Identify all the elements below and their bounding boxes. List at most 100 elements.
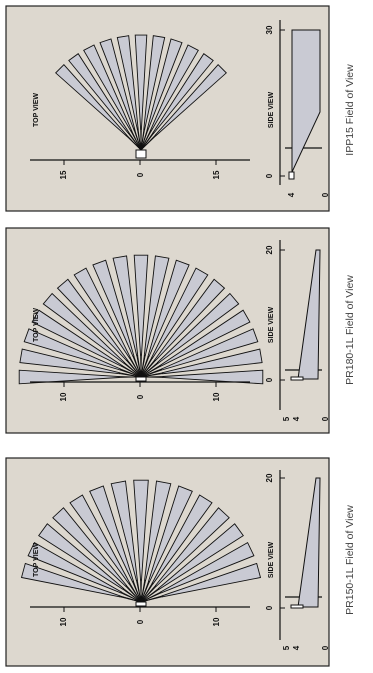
top-view-label: TOP VIEW — [33, 308, 40, 342]
detection-zone — [151, 267, 209, 359]
zone-ray — [140, 354, 142, 378]
detection-zone — [161, 562, 262, 598]
top-view-zones — [55, 34, 227, 151]
panel-caption: PR180-1L Field of View — [344, 275, 356, 385]
zone-ray — [140, 596, 163, 603]
top-view-tick-label: 0 — [136, 619, 145, 624]
zone-ray — [128, 132, 142, 151]
zone-ray — [140, 583, 154, 603]
side-view-zone — [297, 249, 321, 380]
sensor-icon — [135, 376, 147, 382]
top-view-zones — [20, 479, 262, 603]
zone-ray — [133, 581, 142, 603]
detection-zone — [160, 328, 259, 371]
detection-zone — [99, 38, 136, 131]
sensor-icon — [290, 376, 304, 381]
side-view-label: SIDE VIEW — [268, 307, 275, 344]
panel-background — [5, 5, 330, 212]
zone-ray — [129, 582, 142, 603]
zone-ray — [119, 372, 142, 378]
panel-caption: IPP15 Field of View — [344, 64, 356, 156]
panel-pr180: 10 0 10 TOP VIEW 5 4 0 0 20 SIDE VIEW PR… — [5, 227, 356, 434]
side-view-label: SIDE VIEW — [268, 92, 275, 129]
side-view-height-tick-label: 4 — [287, 192, 296, 197]
zone-ray — [140, 581, 150, 603]
zone-ray — [121, 591, 142, 603]
side-view-range-tick-label: 20 — [265, 245, 274, 254]
panel-pr150: 10 0 10 TOP VIEW 5 4 0 0 20 SIDE VIEW PR… — [5, 457, 356, 667]
zone-ray — [140, 580, 146, 603]
detection-zone — [160, 541, 255, 594]
zone-ray — [127, 359, 142, 378]
detection-zone — [143, 255, 170, 357]
zone-ray — [123, 588, 142, 603]
sensor-icon — [135, 601, 147, 607]
side-view-range-tick-label: 0 — [265, 605, 274, 610]
detection-zone — [147, 485, 193, 583]
zone-ray — [140, 579, 142, 603]
zone-ray — [140, 135, 157, 151]
zone-ray — [140, 586, 157, 603]
panel-caption: PR150-1L Field of View — [344, 505, 356, 615]
zone-ray — [140, 589, 160, 603]
zone-ray — [120, 368, 142, 378]
detection-zone — [69, 494, 131, 585]
zone-ray — [130, 357, 142, 378]
zone-ray — [137, 355, 142, 378]
zone-ray — [140, 592, 162, 603]
side-view-height-tick-label: 4 — [292, 416, 301, 421]
zone-ray — [126, 134, 142, 151]
zone-ray — [140, 366, 161, 378]
side-view-height-tick-label: 5 — [282, 645, 291, 650]
top-view-tick-label: 15 — [59, 170, 68, 179]
zone-ray — [140, 369, 162, 378]
zone-ray — [140, 356, 150, 378]
detection-zone — [92, 259, 135, 358]
detection-zone — [31, 309, 123, 367]
side-view-height-tick-label: 4 — [292, 645, 301, 650]
top-view-label: TOP VIEW — [33, 543, 40, 577]
top-view-tick-label: 10 — [59, 617, 68, 626]
zone-ray — [134, 130, 142, 151]
detection-zone — [52, 507, 128, 587]
detection-zone — [56, 278, 128, 362]
zone-ray — [140, 131, 152, 151]
zone-ray — [126, 585, 142, 603]
top-view-tick-label: 0 — [136, 172, 145, 177]
zone-ray — [131, 131, 142, 151]
detection-zone — [154, 507, 230, 587]
zone-ray — [122, 365, 142, 378]
top-view-tick-label: 10 — [212, 392, 221, 401]
top-view-zones — [18, 254, 264, 385]
zone-ray — [140, 355, 146, 378]
zone-ray — [140, 363, 159, 378]
zone-ray — [124, 362, 142, 378]
side-view-zone — [297, 477, 321, 608]
sensor-icon — [288, 171, 295, 180]
zone-ray — [137, 129, 142, 151]
top-view-label: TOP VIEW — [33, 93, 40, 127]
side-view-label: SIDE VIEW — [268, 542, 275, 579]
zone-ray — [119, 595, 142, 603]
zone-ray — [140, 133, 154, 151]
side-view-range-tick-label: 30 — [265, 25, 274, 34]
zone-ray — [140, 373, 163, 378]
detection-zone — [89, 485, 135, 583]
side-view-zone — [291, 29, 321, 173]
detection-zone — [38, 523, 125, 591]
zone-ray — [140, 360, 156, 378]
top-view-tick-label: 0 — [136, 394, 145, 399]
detection-zone — [151, 494, 213, 585]
side-view-range-tick-label: 0 — [265, 173, 274, 178]
top-view-tick-label: 15 — [212, 170, 221, 179]
detection-zone — [156, 292, 240, 364]
zone-ray — [140, 358, 153, 378]
detection-zone — [116, 35, 139, 131]
zone-ray — [133, 356, 142, 378]
zone-ray — [140, 130, 149, 151]
side-view-height-tick-label: 0 — [321, 192, 330, 197]
sensor-icon — [135, 149, 147, 159]
side-view-range-tick-label: 20 — [265, 473, 274, 482]
top-view-tick-label: 10 — [59, 392, 68, 401]
